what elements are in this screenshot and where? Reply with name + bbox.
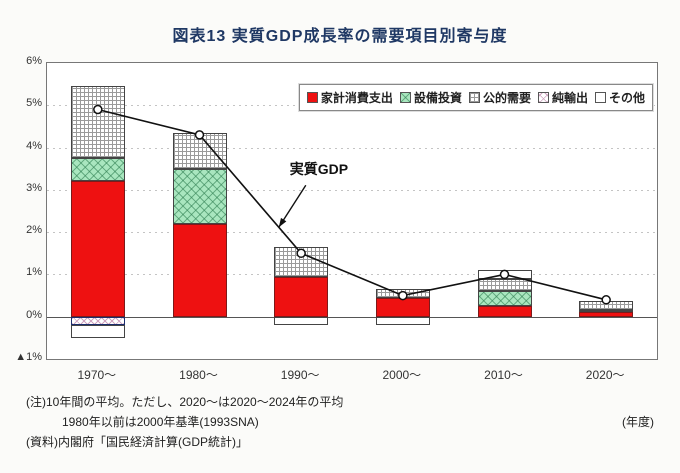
x-tick-label: 2020～ bbox=[585, 368, 625, 382]
footnote-note-2: 1980年以前は2000年基準(1993SNA) bbox=[62, 415, 259, 429]
legend-marker-white bbox=[594, 92, 606, 103]
y-tick-label: 5% bbox=[26, 97, 42, 110]
gridline bbox=[47, 232, 657, 234]
bar-segment-white bbox=[274, 316, 329, 326]
legend-item-4: 純輸出 bbox=[537, 89, 588, 106]
legend-marker-red bbox=[306, 92, 318, 103]
bar-segment-red bbox=[172, 223, 227, 317]
bar-segment-diag bbox=[70, 316, 125, 326]
gridline bbox=[47, 147, 657, 149]
x-tick-label: 1970～ bbox=[77, 368, 117, 382]
legend-item-5: その他 bbox=[594, 89, 645, 106]
bar-segment-green bbox=[477, 291, 532, 307]
gdp-line-marker bbox=[194, 130, 205, 140]
y-tick-label: 4% bbox=[26, 139, 42, 152]
bar-segment-grid bbox=[70, 86, 125, 159]
bar-segment-red bbox=[70, 181, 125, 317]
legend-marker-diag bbox=[537, 92, 549, 103]
bar-segment-green bbox=[579, 310, 634, 313]
y-tick-label: 2% bbox=[26, 224, 42, 237]
footnote-note-1: (注)10年間の平均。ただし、2020～は2020～2024年の平均 bbox=[26, 395, 344, 409]
x-tick-label: 1990～ bbox=[280, 368, 320, 382]
legend-marker-green bbox=[399, 92, 411, 103]
y-tick-label: 6% bbox=[26, 55, 42, 67]
legend-marker-grid bbox=[468, 92, 480, 103]
x-tick-label: 2010～ bbox=[484, 368, 523, 382]
gdp-line-marker bbox=[601, 295, 611, 305]
y-tick-label: 1% bbox=[26, 266, 42, 279]
y-tick-label: 0% bbox=[26, 308, 42, 321]
gdp-line bbox=[97, 108, 607, 301]
bar-segment-white bbox=[70, 325, 125, 338]
y-tick-label: 3% bbox=[26, 181, 42, 194]
gdp-line-layer bbox=[93, 104, 611, 305]
bar-segment-red bbox=[274, 276, 329, 317]
legend-label: 設備投資 bbox=[413, 91, 462, 105]
legend-item-3: 公的需要 bbox=[468, 89, 531, 106]
gdp-line-marker bbox=[93, 104, 103, 115]
annotation-arrowhead bbox=[278, 217, 287, 228]
gdp-line-marker bbox=[296, 248, 306, 259]
gridline bbox=[47, 189, 657, 191]
legend-item-1: 家計消費支出 bbox=[306, 89, 393, 106]
legend-label: その他 bbox=[608, 91, 645, 105]
chart-legend: 家計消費支出 設備投資 公的需要 純輸出 その他 bbox=[298, 84, 653, 111]
x-tick-label: 2000～ bbox=[382, 368, 422, 382]
plot-area: 家計消費支出 設備投資 公的需要 純輸出 その他 実質GDP bbox=[46, 62, 658, 360]
legend-label: 家計消費支出 bbox=[320, 91, 393, 105]
bar-segment-green bbox=[172, 168, 227, 224]
legend-label: 純輸出 bbox=[551, 91, 588, 105]
gdp-line-marker bbox=[499, 269, 510, 280]
x-axis-unit-label: (年度) bbox=[622, 415, 654, 429]
bar-segment-green bbox=[70, 158, 125, 182]
legend-item-2: 設備投資 bbox=[399, 89, 462, 106]
footnote-source: (資料)内閣府「国民経済計算(GDP統計)」 bbox=[26, 435, 248, 449]
bar-segment-white bbox=[375, 316, 430, 326]
zero-axis-line bbox=[47, 316, 657, 318]
x-tick-label: 1980～ bbox=[179, 368, 218, 382]
chart-title: 図表13 実質GDP成長率の需要項目別寄与度 bbox=[172, 28, 508, 45]
legend-label: 公的需要 bbox=[482, 91, 531, 105]
gdp-line-marker bbox=[398, 290, 408, 301]
gdp-annotation-label: 実質GDP bbox=[289, 161, 349, 178]
bar-segment-red bbox=[477, 306, 532, 317]
y-tick-label: ▲1% bbox=[15, 351, 42, 363]
bar-segment-red bbox=[579, 312, 634, 317]
